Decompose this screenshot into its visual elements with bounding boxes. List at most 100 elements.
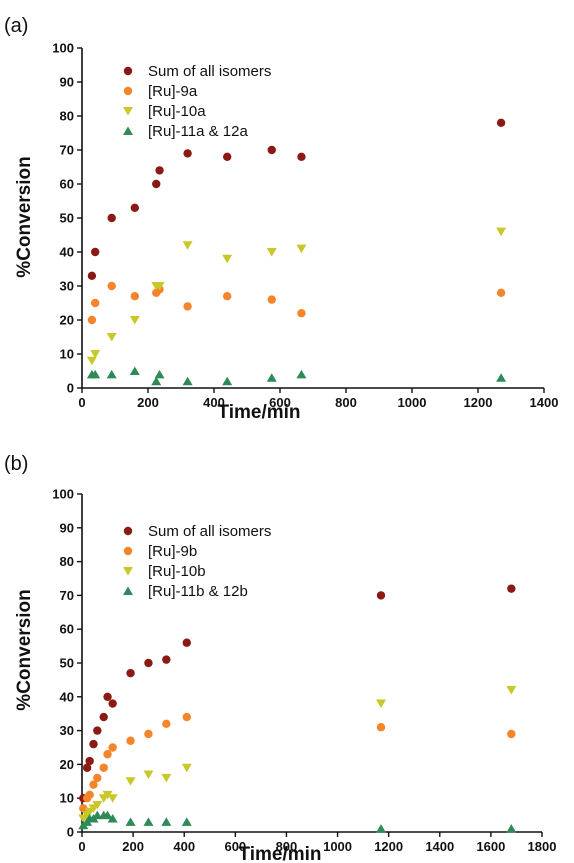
y-tick-label: 40 — [60, 245, 74, 260]
data-point — [129, 316, 140, 325]
data-point — [126, 736, 135, 745]
x-axis-title-a: Time/min — [217, 402, 300, 423]
data-point — [89, 780, 98, 789]
data-point — [162, 655, 171, 664]
data-point — [151, 376, 162, 386]
y-tick-label: 0 — [67, 825, 74, 840]
data-point — [85, 756, 94, 766]
y-tick-label: 80 — [60, 554, 74, 569]
data-point — [103, 692, 112, 701]
data-point — [162, 719, 171, 729]
data-point — [376, 699, 386, 709]
y-tick-label: 50 — [60, 211, 74, 226]
panel-label-a: (a) — [4, 15, 28, 37]
x-tick-label: 600 — [269, 395, 291, 410]
data-point — [130, 292, 139, 301]
data-point — [130, 203, 139, 212]
data-point — [266, 373, 277, 382]
data-point — [108, 699, 117, 708]
data-point — [376, 591, 386, 600]
x-tick-label: 1800 — [528, 839, 557, 854]
data-point — [267, 295, 276, 304]
legend-label: [Ru]-9b — [148, 543, 197, 560]
x-tick-label: 0 — [78, 839, 85, 854]
data-point — [496, 288, 506, 297]
data-point — [107, 813, 118, 823]
x-tick-label: 400 — [203, 395, 225, 410]
data-point — [90, 369, 101, 379]
panel-label-b: (b) — [4, 453, 28, 475]
data-point — [297, 309, 306, 318]
chart-panel-a: (a) Time/min %Conversion 0 10 20 30 40 50 60 70… — [4, 15, 558, 423]
data-point — [92, 800, 103, 810]
legend-label: [Ru]-10b — [148, 563, 206, 580]
x-tick-label: 200 — [122, 839, 144, 854]
data-point — [125, 777, 136, 786]
x-tick-label: 1400 — [425, 839, 454, 854]
data-point — [266, 248, 277, 257]
data-point — [107, 281, 116, 291]
data-point — [154, 282, 165, 291]
x-tick-label: 800 — [335, 395, 357, 410]
y-tick-label: 60 — [60, 622, 74, 637]
y-axis-title-b: %Conversion — [14, 589, 35, 710]
data-point — [144, 658, 153, 668]
data-point — [267, 145, 276, 155]
chart-panel-b: (b) Time/min %Conversion 0 10 20 30 40 50 60 70… — [4, 453, 556, 863]
data-point — [106, 369, 117, 379]
x-tick-label: 1000 — [398, 395, 427, 410]
data-point — [79, 804, 88, 813]
legend-marker — [123, 66, 133, 76]
data-point — [222, 254, 233, 264]
data-point — [296, 244, 307, 254]
data-point — [161, 773, 172, 783]
y-tick-label: 20 — [60, 757, 74, 772]
y-tick-label: 50 — [60, 656, 74, 671]
y-tick-label: 30 — [60, 279, 74, 294]
data-point — [108, 743, 117, 752]
legend-label: Sum of all isomers — [148, 523, 271, 540]
x-tick-label: 0 — [78, 395, 85, 410]
data-point — [91, 247, 100, 257]
data-point — [223, 152, 232, 161]
data-point — [376, 723, 386, 732]
data-point — [92, 810, 103, 820]
data-point — [181, 817, 192, 826]
data-point — [99, 712, 108, 722]
legend-label: [Ru]-9a — [148, 83, 198, 100]
x-tick-label: 1400 — [530, 395, 559, 410]
y-tick-label: 100 — [52, 487, 74, 502]
y-tick-label: 70 — [60, 143, 74, 158]
y-tick-label: 60 — [60, 177, 74, 192]
legend-label: [Ru]-11b & 12b — [148, 583, 248, 600]
y-tick-label: 20 — [60, 313, 74, 328]
data-point — [107, 213, 116, 223]
data-point — [87, 315, 97, 325]
data-point — [144, 729, 153, 739]
data-point — [222, 376, 233, 386]
x-tick-label: 1200 — [464, 395, 493, 410]
data-point — [99, 763, 108, 772]
data-point — [182, 712, 191, 722]
y-axis-title-a: %Conversion — [14, 156, 35, 277]
data-point — [102, 810, 113, 820]
data-point — [507, 729, 516, 739]
data-point — [182, 638, 191, 647]
legend: Sum of all isomers [Ru]-9b [Ru]-10b [Ru]-11… — [123, 523, 271, 600]
data-point — [507, 584, 516, 593]
y-tick-label: 10 — [60, 791, 74, 806]
data-point — [183, 149, 192, 158]
x-tick-label: 1600 — [476, 839, 505, 854]
data-point — [82, 763, 92, 772]
data-point — [107, 794, 118, 803]
data-point — [89, 739, 98, 749]
data-point — [103, 750, 112, 759]
y-tick-label: 0 — [67, 381, 74, 396]
data-point — [93, 726, 102, 735]
data-point — [129, 366, 140, 375]
data-point — [506, 824, 517, 833]
data-point — [496, 118, 506, 128]
data-point — [296, 369, 307, 379]
x-tick-label: 200 — [137, 395, 159, 410]
